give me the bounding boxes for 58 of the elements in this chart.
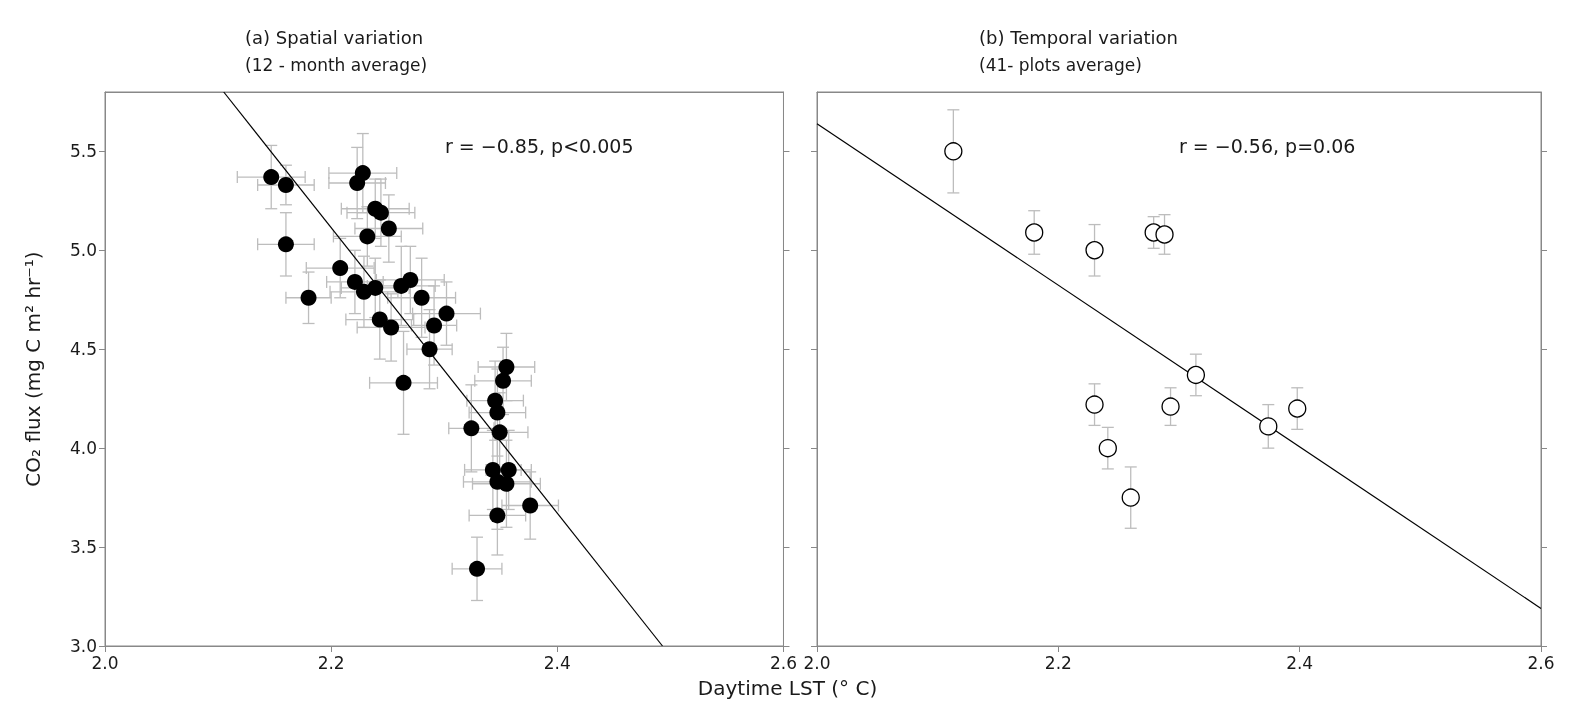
point [489, 404, 506, 421]
chart-subtitle: (12 - month average) [245, 54, 428, 75]
point [463, 420, 480, 437]
x-tick-label: 2.0 [803, 652, 831, 673]
point [300, 289, 317, 306]
y-tick-label: 3.5 [69, 537, 97, 558]
point [380, 220, 397, 237]
x-tick-label: 2.2 [1044, 652, 1072, 673]
x-tick-label: 2.6 [769, 652, 798, 673]
point [395, 374, 412, 391]
y-axis-title: CO₂ flux (mg C m² hr⁻¹) [21, 251, 45, 487]
point [500, 461, 517, 478]
chart-title: (a) Spatial variation [245, 26, 424, 48]
point [1085, 241, 1104, 260]
point [522, 497, 539, 514]
point [489, 507, 506, 524]
point [498, 359, 515, 376]
point [1155, 225, 1174, 244]
x-tick-label: 2.4 [543, 652, 571, 673]
point [498, 475, 515, 492]
point [383, 319, 400, 336]
point [1259, 417, 1278, 436]
x-tick-label: 2.6 [1527, 652, 1555, 673]
annotation: r = −0.56, p=0.06 [1179, 134, 1356, 157]
point [349, 175, 366, 192]
point [277, 236, 294, 253]
y-tick-label: 4.0 [69, 438, 97, 459]
point [469, 560, 486, 577]
point [372, 204, 389, 221]
point [1288, 399, 1307, 418]
point [421, 341, 438, 358]
point [1098, 439, 1117, 458]
annotation: r = −0.85, p<0.005 [445, 134, 634, 157]
chart-subtitle: (41- plots average) [979, 54, 1142, 75]
point [1121, 488, 1140, 507]
point [438, 305, 455, 322]
point [1186, 365, 1206, 385]
x-tick-label: 2.2 [317, 652, 345, 673]
y-tick-label: 5.0 [69, 240, 97, 261]
y-tick-label: 5.5 [69, 141, 97, 162]
x-tick-label: 2.4 [1286, 652, 1314, 673]
point [263, 169, 280, 186]
point [1085, 395, 1104, 414]
point [426, 317, 443, 334]
point [944, 142, 963, 161]
point [332, 260, 349, 277]
x-axis-title: Daytime LST (° C) [696, 676, 879, 700]
point [402, 271, 419, 288]
point [495, 372, 512, 389]
point [359, 228, 376, 245]
point [1161, 397, 1180, 416]
chart-title: (b) Temporal variation [979, 26, 1178, 48]
point [346, 273, 363, 290]
point [413, 289, 430, 306]
point [1025, 223, 1044, 242]
point [371, 311, 388, 328]
y-tick-label: 4.5 [69, 339, 97, 360]
point [277, 177, 294, 193]
